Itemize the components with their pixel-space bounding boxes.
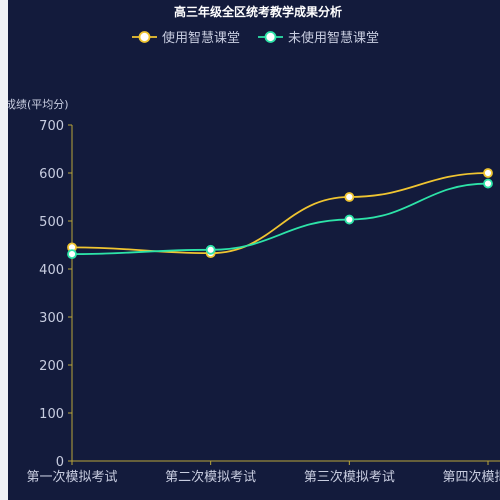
data-point-series-2[interactable] [67, 249, 77, 260]
data-point-series-2[interactable] [205, 244, 216, 255]
data-point-series-1[interactable] [483, 168, 493, 178]
x-axis-ticks: 第一次模拟考试 第二次模拟考试 第三次模拟考试 第四次模拟考试 [26, 461, 500, 485]
data-point-series-1[interactable] [344, 192, 355, 202]
x-tick-label: 第一次模拟考试 [26, 469, 117, 485]
y-tick-label: 500 [39, 215, 64, 230]
data-point-series-2[interactable] [344, 214, 355, 225]
y-tick-label: 400 [39, 263, 64, 278]
x-tick-label: 第二次模拟考试 [165, 469, 256, 485]
y-axis-label: 成绩(平均分) [8, 98, 69, 111]
y-tick-label: 100 [39, 407, 64, 422]
data-point-series-2[interactable] [483, 178, 493, 189]
y-tick-label: 200 [39, 359, 64, 374]
series-line-2 [71, 182, 489, 256]
legend-item-1[interactable]: 使用智慧课堂 [132, 30, 240, 46]
x-tick-label: 第三次模拟考试 [304, 469, 395, 485]
y-axis-ticks: 0 100 200 300 400 500 600 700 [39, 119, 72, 470]
chart-title: 高三年级全区统考教学成果分析 [174, 4, 342, 19]
legend-marker-icon [264, 31, 277, 43]
y-tick-label: 700 [39, 119, 64, 134]
y-tick-label: 0 [56, 455, 64, 470]
legend-item-2[interactable]: 未使用智慧课堂 [258, 30, 379, 46]
series-lines [71, 172, 489, 256]
y-tick-label: 300 [39, 311, 64, 326]
legend-marker-icon [138, 31, 151, 43]
series-line-1 [71, 172, 489, 255]
y-tick-label: 600 [39, 167, 64, 182]
line-chart: 高三年级全区统考教学成果分析 使用智慧课堂 未使用智慧课堂 成绩(平均分) 0 10… [8, 4, 500, 485]
series-points[interactable] [67, 168, 493, 260]
legend-label: 未使用智慧课堂 [288, 30, 379, 46]
legend[interactable]: 使用智慧课堂 未使用智慧课堂 [132, 30, 379, 46]
legend-label: 使用智慧课堂 [162, 30, 240, 46]
x-tick-label: 第四次模拟考试 [442, 469, 500, 485]
chart-panel: 高三年级全区统考教学成果分析 使用智慧课堂 未使用智慧课堂 成绩(平均分) 0 10… [8, 0, 500, 500]
